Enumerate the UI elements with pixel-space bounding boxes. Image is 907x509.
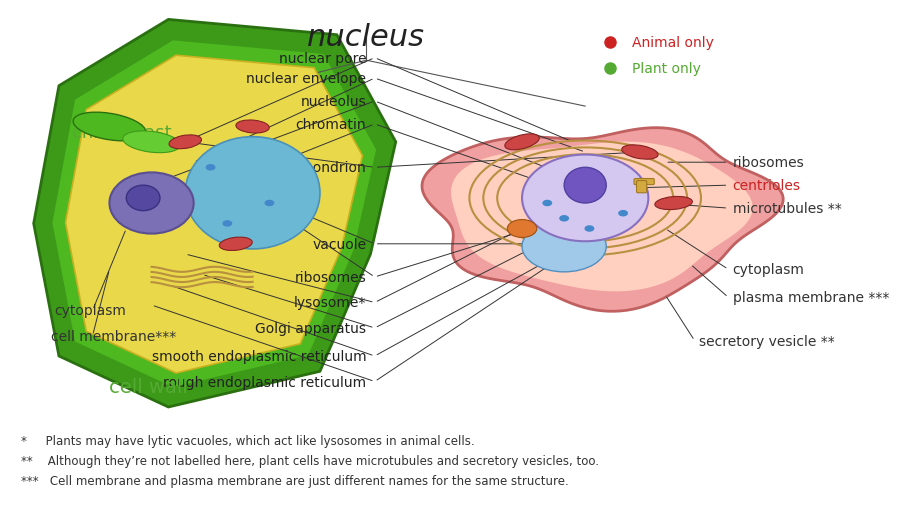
Ellipse shape [522,221,606,272]
Ellipse shape [126,186,160,211]
Ellipse shape [73,113,146,142]
Text: nucleolus: nucleolus [300,95,366,109]
Polygon shape [52,40,377,388]
Text: mitochondrion: mitochondrion [266,161,366,175]
Circle shape [560,216,569,221]
Ellipse shape [185,137,320,249]
Text: secretory vesicle **: secretory vesicle ** [699,334,834,348]
Ellipse shape [522,155,649,242]
Ellipse shape [122,132,180,153]
Ellipse shape [622,146,658,160]
Ellipse shape [655,197,692,210]
Ellipse shape [219,238,252,251]
Polygon shape [65,56,363,373]
Text: nuclear envelope: nuclear envelope [247,72,366,86]
Text: Golgi apparatus: Golgi apparatus [255,321,366,335]
Text: ribosomes: ribosomes [733,156,805,170]
Text: smooth endoplasmic reticulum: smooth endoplasmic reticulum [151,349,366,363]
Ellipse shape [507,220,537,238]
Text: ribosomes: ribosomes [295,270,366,285]
Circle shape [619,211,628,216]
Text: cytoplasm: cytoplasm [54,303,127,318]
FancyBboxPatch shape [637,181,647,193]
Text: cell membrane***: cell membrane*** [51,329,176,343]
Text: Animal only: Animal only [631,36,714,50]
FancyBboxPatch shape [634,179,654,185]
Text: rough endoplasmic reticulum: rough endoplasmic reticulum [163,375,366,389]
Text: nuclear pore: nuclear pore [278,51,366,66]
Polygon shape [34,20,395,407]
Ellipse shape [110,173,194,234]
Polygon shape [422,128,783,312]
Text: cell wall: cell wall [110,377,189,397]
Circle shape [206,165,215,171]
Text: Plant only: Plant only [631,62,700,76]
Circle shape [265,201,274,206]
Text: chromatin: chromatin [296,118,366,132]
Ellipse shape [564,168,606,204]
Text: vacuole: vacuole [312,237,366,251]
Text: *     Plants may have lytic vacuoles, which act like lysosomes in animal cells.: * Plants may have lytic vacuoles, which … [21,434,474,447]
Text: nucleus: nucleus [307,23,425,52]
Text: microtubules **: microtubules ** [733,202,842,216]
Ellipse shape [236,121,269,134]
Text: chloroplast: chloroplast [72,123,171,142]
Text: plasma membrane ***: plasma membrane *** [733,291,889,305]
Text: lysosome*: lysosome* [294,296,366,310]
Circle shape [543,201,551,206]
Text: cytoplasm: cytoplasm [733,263,805,277]
Text: centrioles: centrioles [733,179,801,193]
Polygon shape [451,143,753,292]
Circle shape [585,227,593,232]
Ellipse shape [169,135,201,150]
Text: ***   Cell membrane and plasma membrane are just different names for the same st: *** Cell membrane and plasma membrane ar… [21,474,569,488]
Circle shape [223,221,231,227]
Ellipse shape [505,134,540,151]
Text: **    Although they’re not labelled here, plant cells have microtubules and secr: ** Although they’re not labelled here, p… [21,454,599,467]
